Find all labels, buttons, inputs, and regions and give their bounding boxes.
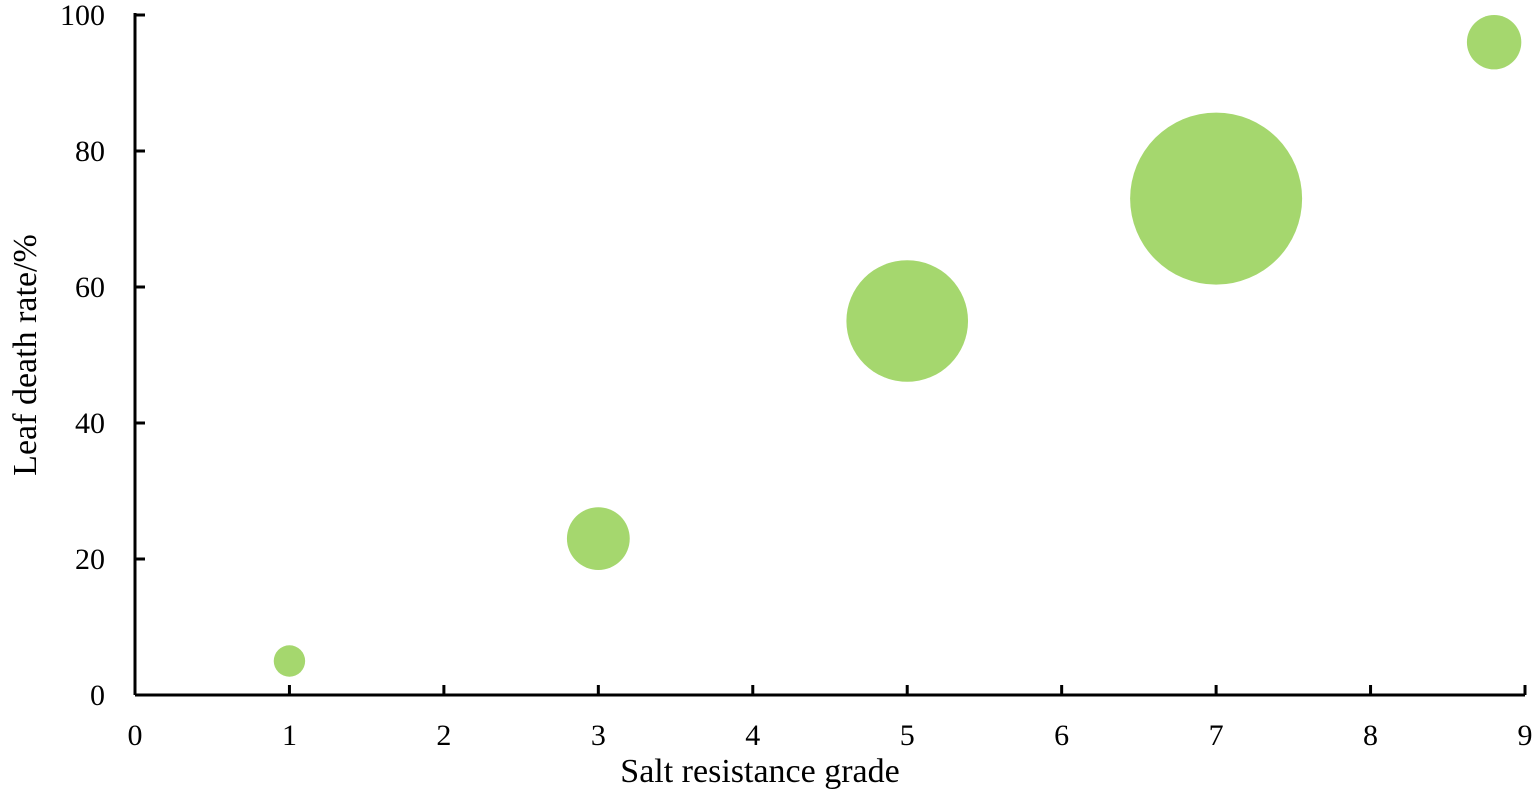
x-axis-title: Salt resistance grade: [620, 753, 899, 790]
data-bubble: [566, 507, 630, 571]
data-bubble: [1466, 15, 1522, 70]
y-tick-label: 20: [75, 543, 105, 576]
x-tick-label: 1: [282, 719, 297, 752]
y-axis-title: Leaf death rate/%: [7, 234, 44, 476]
x-tick-label: 7: [1209, 719, 1224, 752]
x-tick-label: 8: [1363, 719, 1378, 752]
y-tick-label: 80: [75, 135, 105, 168]
data-bubble: [1130, 112, 1303, 285]
y-tick-label: 40: [75, 407, 105, 440]
y-axis-ticks: 0 20 40 60 80 100: [60, 0, 145, 712]
x-axis-ticks: 0 1 2 3 4 5 6 7 8 9: [128, 685, 1533, 752]
y-tick-label: 60: [75, 271, 105, 304]
x-tick-label: 3: [591, 719, 606, 752]
data-bubble: [846, 260, 969, 382]
y-tick-label: 100: [60, 0, 105, 32]
x-tick-label: 9: [1518, 719, 1533, 752]
bubbles-layer: [273, 15, 1522, 677]
x-tick-label: 5: [900, 719, 915, 752]
x-tick-label: 0: [128, 719, 143, 752]
data-bubble: [273, 645, 306, 677]
x-tick-label: 6: [1054, 719, 1069, 752]
x-tick-label: 2: [436, 719, 451, 752]
x-tick-label: 4: [745, 719, 760, 752]
y-tick-label: 0: [90, 679, 105, 712]
